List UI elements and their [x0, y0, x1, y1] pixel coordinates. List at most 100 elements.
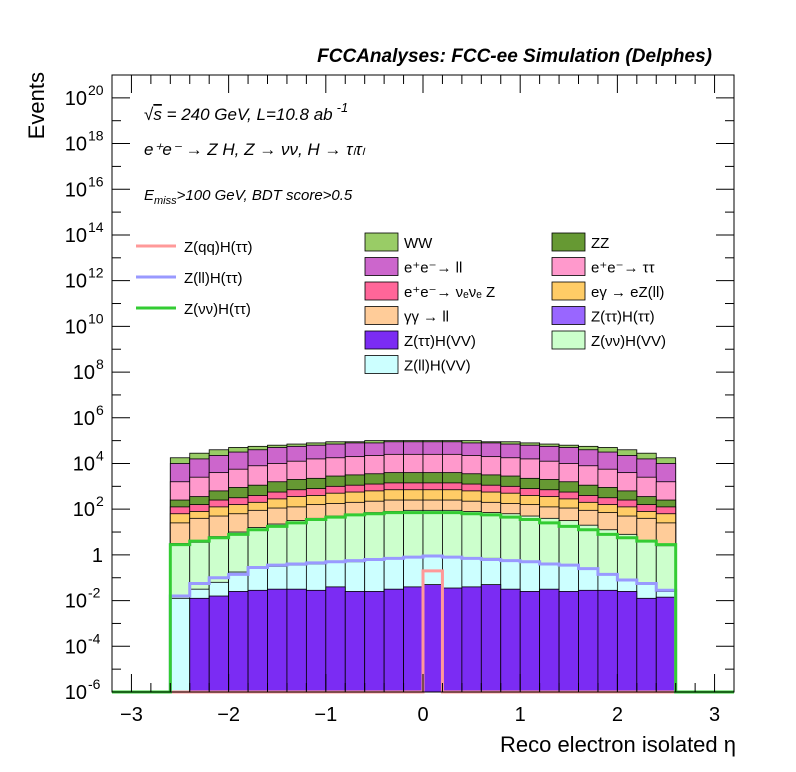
legend-right-swatch — [364, 306, 399, 325]
bar-0-6 — [286, 588, 307, 693]
legend-right-label: WW — [404, 235, 433, 252]
energy-superscript: -1 — [337, 100, 349, 115]
bar-0-24 — [636, 597, 657, 693]
y-tick-label: 10 — [73, 408, 95, 430]
bar-0-12 — [403, 586, 424, 693]
y-tick-exponent: 8 — [96, 356, 104, 372]
y-tick-exponent: -6 — [88, 676, 101, 692]
x-tick-label: 3 — [709, 704, 720, 726]
y-tick-exponent: -2 — [88, 585, 101, 601]
legend-right-swatch — [364, 281, 399, 301]
y-tick-label: 10 — [65, 591, 87, 613]
cuts-rest: >100 GeV, BDT score>0.5 — [177, 187, 353, 204]
bar-0-23 — [616, 591, 638, 693]
legend-right-label: Z(νν)H(VV) — [591, 333, 666, 350]
bar-0-11 — [383, 588, 404, 693]
legend-left-label: Z(νν)H(ττ) — [184, 301, 251, 318]
y-tick-exponent: 6 — [96, 402, 104, 418]
bar-0-18 — [519, 591, 541, 693]
bar-1-0 — [169, 597, 191, 693]
legend-left-label: Z(qq)H(ττ) — [184, 239, 253, 256]
bar-0-3 — [228, 591, 249, 693]
legend-right-swatch — [364, 330, 399, 350]
legend-right-label: γγ → ll — [404, 309, 449, 326]
y-tick-label: 10 — [65, 88, 87, 110]
cuts-sub: miss — [154, 195, 177, 207]
bar-0-22 — [597, 589, 618, 693]
legend-right-label: eγ → eZ(ll) — [591, 284, 664, 301]
bar-0-19 — [539, 588, 560, 693]
svg-text:√s = 240 GeV, L=10.8 ab-1: √s = 240 GeV, L=10.8 ab -1 — [144, 100, 348, 124]
overlay-line-1 — [112, 554, 734, 694]
energy-s: s — [153, 105, 162, 124]
y-tick-exponent: 20 — [88, 82, 104, 98]
bar-0-15 — [461, 586, 482, 693]
y-tick-label: 10 — [65, 134, 87, 156]
bar-0-10 — [364, 591, 385, 693]
x-axis-label: Reco electron isolated η — [500, 732, 736, 757]
bar-0-20 — [558, 591, 579, 693]
legend-right-swatch — [551, 232, 586, 252]
bar-0-16 — [480, 584, 502, 693]
x-tick-label: 1 — [515, 704, 526, 726]
y-tick-exponent: 14 — [88, 219, 104, 235]
energy-text: = 240 GeV, L=10.8 ab — [162, 105, 333, 124]
bar-0-7 — [305, 589, 327, 693]
x-tick-label: −3 — [120, 704, 143, 726]
legend-right-label: ZZ — [591, 235, 609, 252]
bar-0-5 — [267, 588, 288, 693]
legend-right-swatch — [551, 306, 586, 325]
legend-left: Z(qq)H(ττ) Z(ll)H(ττ) Z(νν)H(ττ) — [136, 239, 253, 318]
x-tick-label: −1 — [314, 704, 337, 726]
legend-right: WW ZZ e⁺e⁻→ ll e⁺e⁻→ ττ e⁺e⁻→ νₑνₑ Z eγ → eZ(… — [364, 232, 666, 375]
y-tick-label: 10 — [73, 453, 95, 475]
bar-0-2 — [208, 595, 230, 693]
bar-0-1 — [189, 597, 210, 693]
y-tick-label: 10 — [65, 316, 87, 338]
legend-right-swatch — [551, 281, 586, 301]
legend-right-label: e⁺e⁻→ νₑνₑ Z — [404, 284, 495, 301]
cuts-E: E — [144, 187, 155, 204]
y-tick-label: 10 — [65, 271, 87, 293]
process-annotation: e⁺e⁻ → Z H, Z → νν, H → τₗτₗ — [144, 140, 366, 159]
y-tick-label: 10 — [73, 362, 95, 384]
bar-0-21 — [578, 589, 599, 693]
layer-0 — [189, 584, 677, 693]
legend-right-swatch — [364, 232, 399, 252]
bar-0-4 — [247, 589, 268, 693]
legend-right-swatch — [551, 257, 586, 276]
y-tick-exponent: 10 — [88, 310, 104, 326]
cuts-annotation: Emiss>100 GeV, BDT score>0.5 — [144, 187, 353, 207]
y-tick-exponent: 2 — [96, 493, 104, 509]
y-tick-exponent: 18 — [88, 128, 104, 144]
x-tick-label: −2 — [217, 704, 240, 726]
y-tick-exponent: 16 — [88, 173, 104, 189]
y-tick-label: 10 — [73, 499, 95, 521]
axis-ticks — [111, 74, 735, 693]
legend-right-swatch — [364, 257, 399, 276]
y-tick-exponent: 4 — [96, 447, 104, 463]
overlay-line-2 — [112, 511, 734, 694]
legend-left-label: Z(ll)H(ττ) — [184, 270, 243, 287]
y-tick-label: 10 — [65, 636, 87, 658]
sqrt-symbol: √ — [144, 105, 154, 124]
legend-right-label: Z(ττ)H(VV) — [404, 333, 476, 350]
bar-0-9 — [344, 591, 366, 693]
x-tick-label: 2 — [612, 704, 623, 726]
y-axis-label: Events — [24, 72, 49, 139]
y-tick-label: 1 — [92, 545, 103, 567]
y-tick-label: 10 — [65, 179, 87, 201]
y-tick-exponent: 12 — [88, 265, 104, 281]
legend-right-label: e⁺e⁻→ ττ — [591, 260, 655, 277]
energy-annotation: √s = 240 GeV, L=10.8 ab -1 — [144, 100, 348, 124]
x-tick-label: 0 — [417, 704, 428, 726]
legend-right-label: Z(ττ)H(ττ) — [591, 309, 655, 326]
bar-0-13 — [422, 584, 443, 693]
y-tick-exponent: -4 — [88, 630, 101, 646]
legend-right-label: Z(ll)H(VV) — [404, 358, 471, 375]
y-tick-label: 10 — [65, 682, 87, 704]
bar-0-17 — [500, 588, 521, 693]
legend-right-swatch — [364, 355, 399, 374]
chart-title: FCCAnalyses: FCC-ee Simulation (Delphes) — [317, 46, 712, 67]
